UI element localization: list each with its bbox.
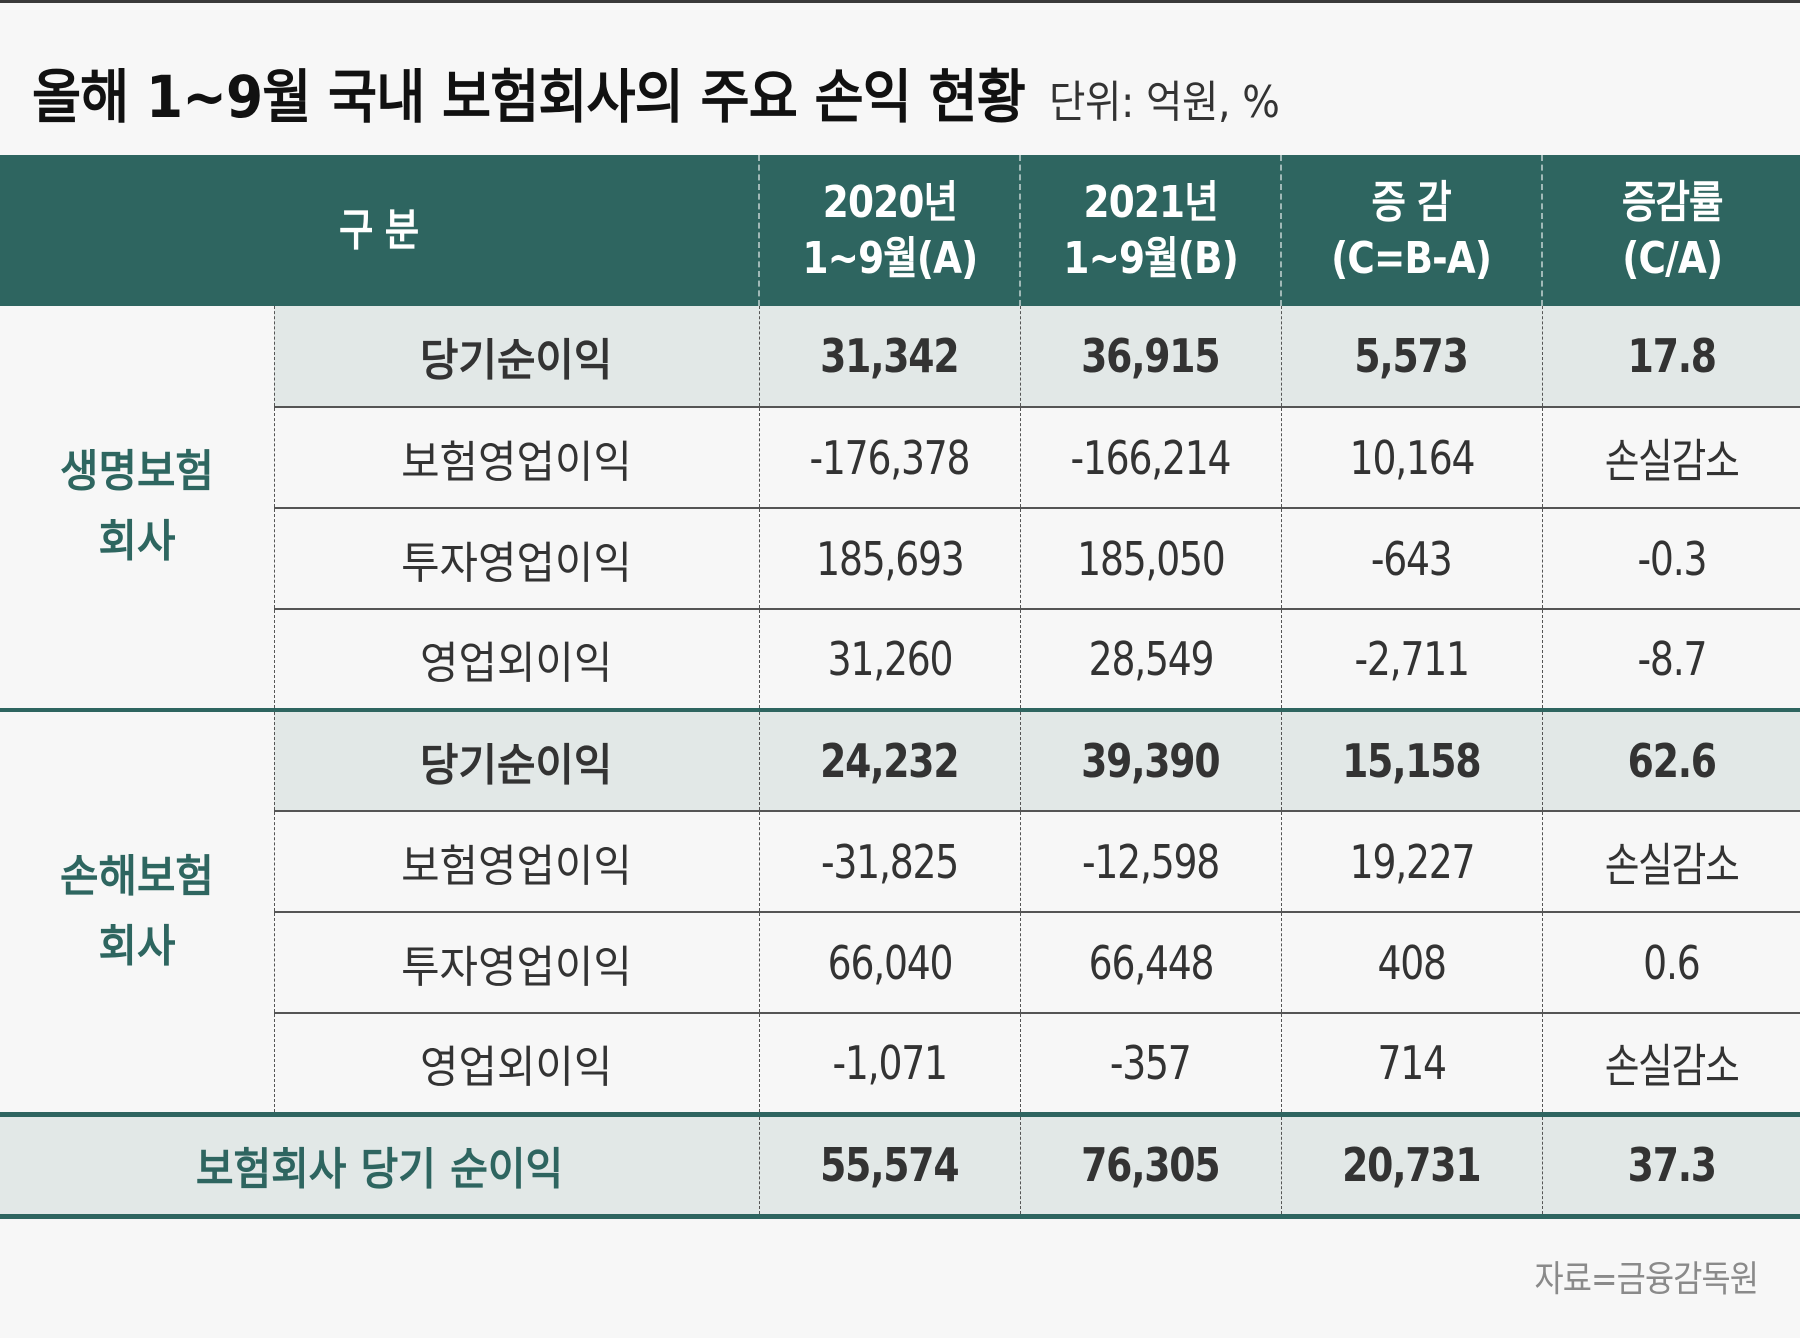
cell-d: 62.6 — [1541, 708, 1800, 811]
cell-c: 19,227 — [1280, 810, 1542, 912]
cell-b: 185,050 — [1019, 507, 1281, 609]
cell-d: 손실감소 — [1541, 406, 1800, 508]
cell-b: -12,598 — [1019, 810, 1281, 912]
cell-d: -8.7 — [1541, 608, 1800, 710]
table-row: 생명보험 회사 당기순이익 31,342 36,915 5,573 17.8 — [0, 306, 1800, 567]
cell-a: -1,071 — [758, 1012, 1020, 1114]
title-block: 올해 1~9월 국내 보험회사의 주요 손익 현황 단위: 억원, % — [32, 50, 1305, 131]
table-row: 영업외이익 31,260 28,549 -2,711 -8.7 — [0, 608, 1800, 710]
total-d: 37.3 — [1541, 1111, 1800, 1219]
cell-d: 손실감소 — [1541, 1012, 1800, 1114]
total-c: 20,731 — [1280, 1111, 1542, 1219]
source-note: 자료=금융감독원 — [1534, 1259, 1758, 1300]
total-row: 보험회사 당기 순이익 55,574 76,305 20,731 37.3 — [0, 1111, 1800, 1219]
row-label: 영업외이익 — [273, 1012, 759, 1114]
total-b: 76,305 — [1019, 1111, 1281, 1219]
header-category: 구 분 — [0, 155, 759, 306]
cell-a: 66,040 — [758, 911, 1020, 1013]
group-label-life: 생명보험 회사 — [59, 446, 214, 567]
row-label: 보험영업이익 — [273, 406, 759, 508]
row-label: 당기순이익 — [273, 306, 759, 407]
cell-b: -357 — [1019, 1012, 1281, 1114]
header-2021: 2021년 1~9월(B) — [1019, 155, 1281, 306]
table-row: 보험영업이익 -176,378 -166,214 10,164 손실감소 — [0, 406, 1800, 508]
row-label: 당기순이익 — [273, 708, 759, 811]
cell-c: 408 — [1280, 911, 1542, 1013]
cell-c: -643 — [1280, 507, 1542, 609]
header-change: 증 감 (C=B-A) — [1280, 155, 1542, 306]
cell-a: 24,232 — [758, 708, 1020, 811]
cell-d: 17.8 — [1541, 306, 1800, 407]
row-label: 투자영업이익 — [273, 911, 759, 1013]
total-label: 보험회사 당기 순이익 — [0, 1111, 759, 1219]
cell-b: 28,549 — [1019, 608, 1281, 710]
cell-a: -176,378 — [758, 406, 1020, 508]
row-label: 투자영업이익 — [273, 507, 759, 609]
header-2020: 2020년 1~9월(A) — [758, 155, 1020, 306]
cell-b: 66,448 — [1019, 911, 1281, 1013]
row-label: 영업외이익 — [273, 608, 759, 710]
cell-c: 5,573 — [1280, 306, 1542, 407]
cell-b: 39,390 — [1019, 708, 1281, 811]
cell-b: 36,915 — [1019, 306, 1281, 407]
total-a: 55,574 — [758, 1111, 1020, 1219]
table-row: 보험영업이익 -31,825 -12,598 19,227 손실감소 — [0, 810, 1800, 912]
cell-a: 31,342 — [758, 306, 1020, 407]
cell-a: -31,825 — [758, 810, 1020, 912]
top-border — [0, 0, 1800, 3]
cell-d: 손실감소 — [1541, 810, 1800, 912]
table-row: 영업외이익 -1,071 -357 714 손실감소 — [0, 1012, 1800, 1114]
cell-a: 185,693 — [758, 507, 1020, 609]
cell-c: 15,158 — [1280, 708, 1542, 811]
table-row: 손해보험 회사 당기순이익 24,232 39,390 15,158 62.6 — [0, 708, 1800, 1114]
cell-a: 31,260 — [758, 608, 1020, 710]
cell-b: -166,214 — [1019, 406, 1281, 508]
cell-d: 0.6 — [1541, 911, 1800, 1013]
page-title: 올해 1~9월 국내 보험회사의 주요 손익 현황 — [32, 63, 1026, 131]
group-label-nonlife: 손해보험 회사 — [0, 708, 274, 1114]
profit-loss-table: 구 분 2020년 1~9월(A) 2021년 1~9월(B) 증 감 (C=B-A)… — [0, 155, 1800, 1219]
row-label: 보험영업이익 — [273, 810, 759, 912]
table-row: 투자영업이익 185,693 185,050 -643 -0.3 — [0, 507, 1800, 609]
cell-d: -0.3 — [1541, 507, 1800, 609]
cell-c: -2,711 — [1280, 608, 1542, 710]
unit-label: 단위: 억원, % — [1049, 77, 1280, 128]
cell-c: 10,164 — [1280, 406, 1542, 508]
header-change-rate: 증감률 (C/A) — [1541, 155, 1800, 306]
table-row: 투자영업이익 66,040 66,448 408 0.6 — [0, 911, 1800, 1013]
cell-c: 714 — [1280, 1012, 1542, 1114]
header-row: 구 분 2020년 1~9월(A) 2021년 1~9월(B) 증 감 (C=B-A)… — [0, 155, 1800, 306]
